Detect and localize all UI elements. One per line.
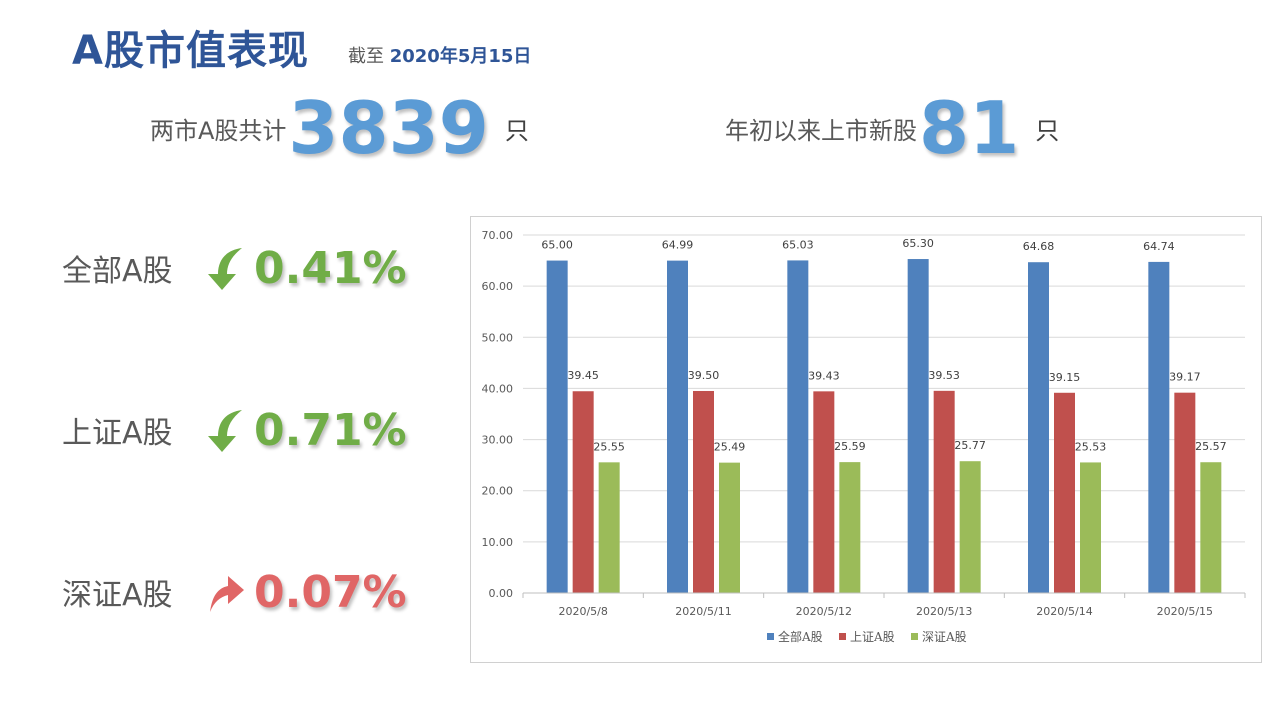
y-tick-label: 60.00 [482, 280, 514, 293]
stat-total-label: 两市A股共计 [150, 116, 287, 145]
index-sz-a-name: 深证A股 [62, 578, 173, 613]
data-label: 25.55 [593, 440, 625, 453]
data-label: 64.74 [1143, 240, 1175, 253]
data-label: 25.53 [1075, 440, 1107, 453]
bar [598, 462, 620, 593]
stat-new-listings: 年初以来上市新股 81 只 [725, 88, 1059, 168]
x-tick-label: 2020/5/15 [1157, 605, 1213, 618]
data-label: 64.99 [662, 239, 694, 252]
index-all-a-name: 全部A股 [62, 254, 173, 289]
data-label: 39.45 [567, 369, 599, 382]
x-tick-label: 2020/5/8 [558, 605, 607, 618]
data-label: 25.77 [954, 439, 986, 452]
subtitle: 截至 2020年5月15日 [348, 42, 531, 68]
bar [813, 391, 835, 593]
down-arrow-icon [208, 248, 242, 290]
data-label: 65.30 [902, 237, 934, 250]
bar [1148, 261, 1170, 593]
bar [546, 260, 568, 593]
up-arrow-icon [210, 576, 244, 612]
index-all-a: 全部A股 0.41% [62, 238, 422, 298]
data-label: 25.59 [834, 440, 866, 453]
y-tick-label: 50.00 [482, 331, 514, 344]
down-arrow-icon [208, 410, 242, 452]
data-label: 39.50 [688, 369, 720, 382]
stat-total-stocks: 两市A股共计 3839 只 [150, 88, 529, 168]
bar [719, 462, 740, 593]
x-tick-label: 2020/5/13 [916, 605, 972, 618]
subtitle-date: 2020年5月15日 [389, 46, 532, 67]
stat-new-value: 81 [919, 86, 1020, 170]
data-label: 65.00 [541, 239, 573, 252]
legend-swatch [767, 633, 774, 640]
bar [933, 390, 955, 593]
bar [1080, 462, 1101, 593]
index-sh-a-name: 上证A股 [62, 416, 173, 451]
bar [1174, 392, 1196, 593]
legend-swatch [911, 633, 918, 640]
bar [959, 461, 981, 593]
index-sh-a: 上证A股 0.71% [62, 400, 422, 460]
bar [1028, 262, 1049, 593]
data-label: 64.68 [1023, 240, 1055, 253]
bar [787, 260, 809, 593]
bar [1054, 392, 1075, 593]
y-tick-label: 10.00 [482, 536, 514, 549]
y-tick-label: 30.00 [482, 434, 514, 447]
data-label: 25.49 [714, 441, 746, 454]
bar [907, 259, 929, 593]
data-label: 39.15 [1049, 371, 1081, 384]
bar [572, 391, 594, 593]
index-all-a-change: 0.41% [254, 242, 407, 294]
bar [839, 462, 861, 593]
x-tick-label: 2020/5/11 [675, 605, 731, 618]
bar [1200, 462, 1222, 593]
bar [667, 260, 688, 593]
stat-total-value: 3839 [288, 86, 489, 170]
y-tick-label: 70.00 [482, 229, 514, 242]
y-tick-label: 20.00 [482, 485, 514, 498]
bar [693, 390, 714, 593]
stat-new-unit: 只 [1035, 116, 1060, 145]
stat-new-label: 年初以来上市新股 [725, 116, 917, 145]
x-tick-label: 2020/5/12 [796, 605, 852, 618]
data-label: 39.53 [928, 369, 960, 382]
page-title: A股市值表现 [72, 28, 309, 74]
data-label: 39.17 [1169, 371, 1201, 384]
market-cap-chart: 0.00 10.00 20.00 30.00 40.00 50.00 60.00 70.00 6… [470, 216, 1262, 663]
y-tick-label: 40.00 [482, 382, 514, 395]
legend-label: 上证A股 [850, 630, 895, 644]
index-sz-a: 深证A股 0.07% [62, 562, 422, 622]
x-tick-label: 2020/5/14 [1036, 605, 1092, 618]
bar-chart-svg: 0.00 10.00 20.00 30.00 40.00 50.00 60.00 70.00 6… [482, 229, 1246, 644]
data-label: 65.03 [782, 238, 814, 251]
subtitle-prefix: 截至 [348, 46, 384, 67]
legend-label: 全部A股 [778, 629, 823, 644]
legend-swatch [839, 633, 846, 640]
index-sh-a-change: 0.71% [254, 404, 407, 456]
data-label: 25.57 [1195, 440, 1227, 453]
index-sz-a-change: 0.07% [254, 566, 407, 618]
y-tick-label: 0.00 [489, 587, 514, 600]
stat-total-unit: 只 [504, 116, 529, 145]
legend-label: 深证A股 [922, 630, 967, 644]
data-label: 39.43 [808, 369, 840, 382]
